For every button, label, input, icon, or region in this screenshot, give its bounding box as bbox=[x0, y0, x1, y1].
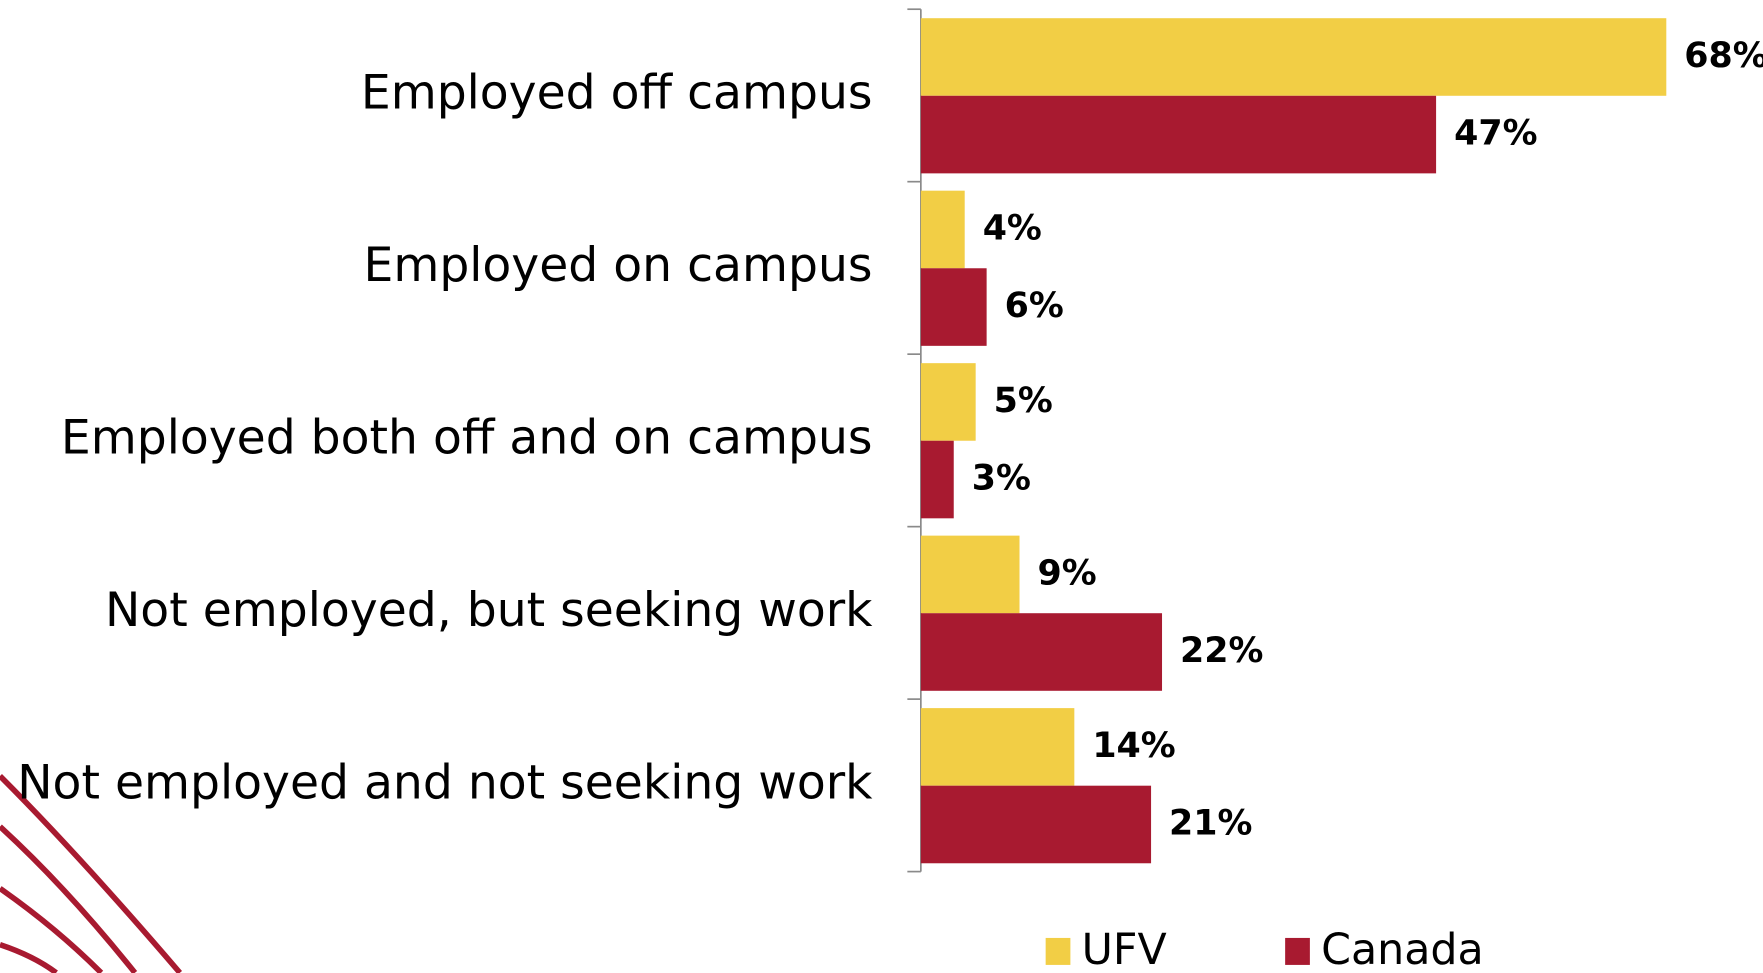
value-label: 9% bbox=[1038, 553, 1097, 593]
legend-swatch bbox=[1045, 937, 1071, 965]
value-label: 22% bbox=[1180, 631, 1263, 671]
category-label: Not employed and not seeking work bbox=[17, 755, 873, 810]
value-label: 4% bbox=[983, 208, 1042, 248]
legend-label: Canada bbox=[1321, 925, 1484, 973]
value-label: 3% bbox=[972, 459, 1031, 499]
decor-line bbox=[0, 942, 58, 973]
decoration bbox=[0, 774, 183, 973]
bar bbox=[920, 440, 954, 519]
legend-swatch bbox=[1285, 937, 1310, 965]
bar bbox=[920, 535, 1020, 614]
decor-line bbox=[0, 886, 104, 973]
value-label: 5% bbox=[994, 381, 1053, 421]
category-label: Employed on campus bbox=[363, 238, 872, 293]
bar bbox=[920, 95, 1437, 174]
value-label: 47% bbox=[1454, 114, 1537, 154]
value-label: 14% bbox=[1092, 726, 1175, 766]
value-label: 68% bbox=[1684, 36, 1763, 76]
bar bbox=[920, 785, 1152, 864]
bar bbox=[920, 708, 1075, 786]
value-label: 21% bbox=[1169, 803, 1252, 843]
bar bbox=[920, 190, 965, 269]
category-label: Employed off campus bbox=[361, 65, 873, 120]
bar bbox=[920, 613, 1163, 691]
legend-label: UFV bbox=[1082, 925, 1167, 973]
decor-line bbox=[0, 774, 183, 973]
decor-line bbox=[0, 824, 138, 973]
bar bbox=[920, 363, 976, 441]
category-label: Employed both off and on campus bbox=[61, 410, 873, 465]
bar bbox=[920, 268, 987, 346]
value-label: 6% bbox=[1005, 286, 1064, 326]
bar bbox=[920, 18, 1667, 96]
category-label: Not employed, but seeking work bbox=[105, 583, 873, 638]
